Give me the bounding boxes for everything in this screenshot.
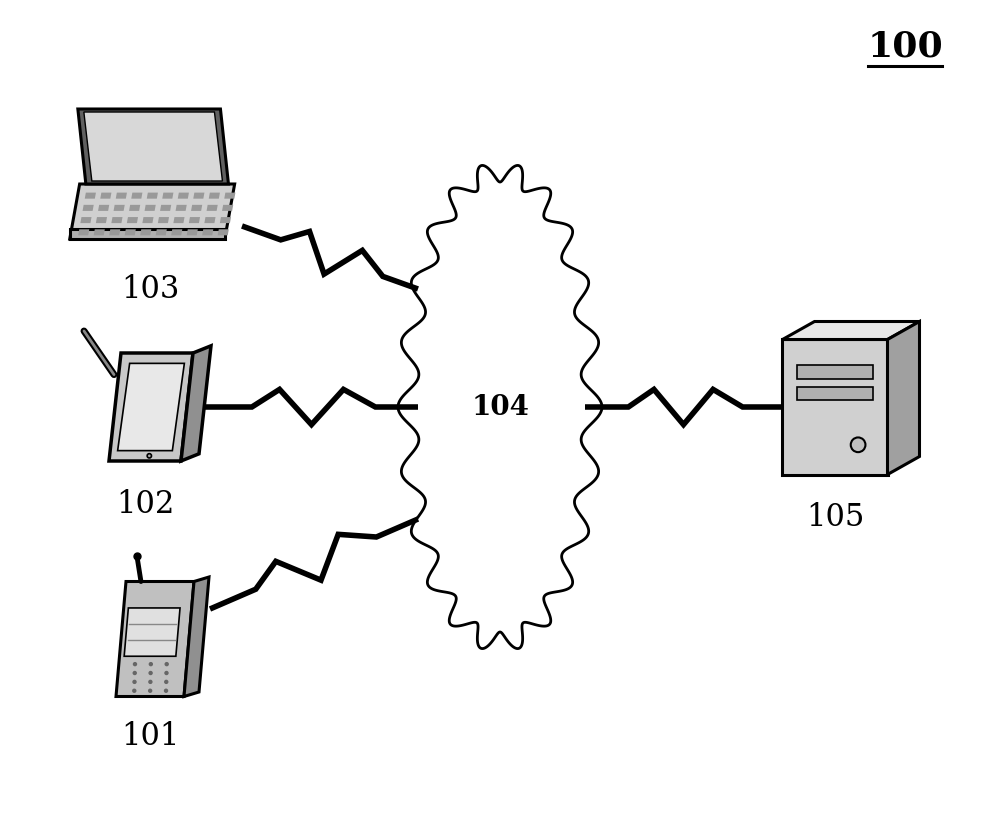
Polygon shape <box>204 217 216 223</box>
Circle shape <box>147 453 151 458</box>
Polygon shape <box>98 205 109 211</box>
Circle shape <box>148 680 153 684</box>
Polygon shape <box>160 205 171 211</box>
Polygon shape <box>181 346 211 461</box>
Polygon shape <box>142 217 154 223</box>
Polygon shape <box>202 230 213 235</box>
Polygon shape <box>78 109 228 184</box>
Circle shape <box>164 689 168 693</box>
Circle shape <box>132 680 137 684</box>
Text: 104: 104 <box>471 393 529 421</box>
Polygon shape <box>116 193 127 199</box>
Polygon shape <box>94 230 105 235</box>
Polygon shape <box>193 193 204 199</box>
Circle shape <box>164 671 169 675</box>
Polygon shape <box>888 322 920 475</box>
Circle shape <box>851 437 865 452</box>
Polygon shape <box>398 165 602 649</box>
Polygon shape <box>162 193 173 199</box>
Polygon shape <box>782 322 920 339</box>
Polygon shape <box>111 217 123 223</box>
Polygon shape <box>207 205 218 211</box>
Polygon shape <box>109 353 193 461</box>
Polygon shape <box>70 184 235 239</box>
Polygon shape <box>189 217 200 223</box>
Polygon shape <box>85 193 96 199</box>
Polygon shape <box>140 230 151 235</box>
Circle shape <box>164 680 168 684</box>
Polygon shape <box>109 230 120 235</box>
Polygon shape <box>78 230 89 235</box>
Circle shape <box>133 662 137 667</box>
Polygon shape <box>782 339 888 475</box>
Polygon shape <box>178 193 189 199</box>
Bar <box>797 387 873 400</box>
Polygon shape <box>80 217 92 223</box>
Polygon shape <box>96 217 107 223</box>
Polygon shape <box>127 217 138 223</box>
Polygon shape <box>84 112 222 181</box>
Bar <box>797 365 873 379</box>
Text: 103: 103 <box>121 274 179 305</box>
Polygon shape <box>145 205 156 211</box>
Polygon shape <box>173 217 185 223</box>
Polygon shape <box>114 205 125 211</box>
Polygon shape <box>158 217 169 223</box>
Polygon shape <box>224 193 235 199</box>
Polygon shape <box>187 230 198 235</box>
Text: 102: 102 <box>116 489 174 520</box>
Circle shape <box>149 662 153 667</box>
Polygon shape <box>131 193 142 199</box>
Polygon shape <box>70 229 225 239</box>
Text: 105: 105 <box>806 502 864 533</box>
Polygon shape <box>156 230 167 235</box>
Polygon shape <box>83 205 94 211</box>
Polygon shape <box>176 205 187 211</box>
Polygon shape <box>222 205 233 211</box>
Polygon shape <box>100 193 111 199</box>
Polygon shape <box>218 230 229 235</box>
Polygon shape <box>147 193 158 199</box>
Circle shape <box>133 671 137 675</box>
Polygon shape <box>124 608 180 656</box>
Polygon shape <box>171 230 182 235</box>
Polygon shape <box>125 230 136 235</box>
Text: 101: 101 <box>121 721 179 752</box>
Polygon shape <box>209 193 220 199</box>
Polygon shape <box>191 205 202 211</box>
Polygon shape <box>220 217 231 223</box>
Text: 100: 100 <box>867 29 943 63</box>
Circle shape <box>148 671 153 675</box>
Circle shape <box>165 662 169 667</box>
Polygon shape <box>118 363 184 451</box>
Polygon shape <box>184 577 209 697</box>
Circle shape <box>148 689 152 693</box>
Circle shape <box>132 689 136 693</box>
Polygon shape <box>129 205 140 211</box>
Polygon shape <box>116 581 194 697</box>
